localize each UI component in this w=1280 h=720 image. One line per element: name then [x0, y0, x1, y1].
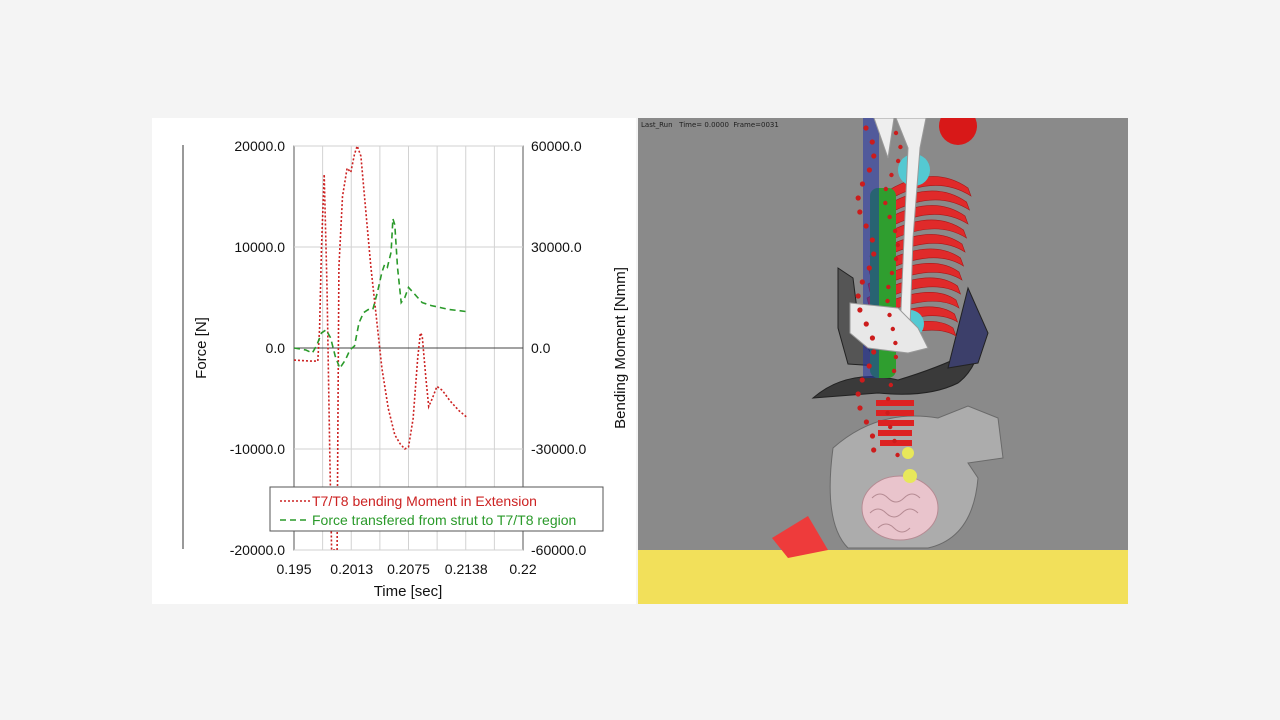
spine-marker-dot — [889, 270, 895, 276]
spine-marker-dot — [898, 144, 903, 150]
spine-marker-dot — [859, 181, 866, 187]
spine-marker-dot — [893, 354, 899, 360]
spine-marker-dot — [886, 284, 891, 290]
spine-marker-dot — [895, 158, 901, 164]
vertebra — [880, 440, 912, 446]
spine-marker-dot — [885, 298, 890, 304]
spine-marker-dot — [871, 153, 877, 159]
spine-marker-dot — [883, 200, 888, 206]
marker-sphere-top — [939, 118, 977, 145]
spine-marker-dot — [866, 363, 872, 369]
brain-model — [861, 475, 939, 541]
spine-marker-dot — [863, 321, 869, 327]
spine-markers — [855, 125, 903, 458]
spine-marker-dot — [889, 172, 894, 178]
spine-marker-dot — [863, 223, 869, 229]
spine-marker-dot — [859, 279, 865, 285]
spine-marker-dot — [888, 382, 894, 388]
series-line-0 — [294, 146, 467, 550]
x-tick-label: 0.22 — [509, 561, 536, 577]
spine-marker-dot — [859, 377, 865, 383]
left-tick-labels: 20000.0 10000.0 0.0 -10000.0 -20000.0 — [230, 138, 285, 558]
simulation-caption: Last_Run Time= 0.0000 Frame=0031 — [641, 121, 779, 129]
spine-marker-dot — [887, 312, 892, 318]
spine-marker-dot — [855, 195, 861, 201]
spine-marker-dot — [855, 391, 861, 397]
legend-label-force: Force transfered from strut to T7/T8 reg… — [312, 512, 576, 528]
pelvic-plate — [849, 302, 929, 354]
spine-marker-dot — [857, 209, 863, 215]
y-axis-title: Force [N] — [193, 317, 210, 379]
spine-marker-dot — [869, 139, 875, 145]
right-tick-labels: 60000.0 30000.0 0.0 -30000.0 -60000.0 — [531, 138, 586, 558]
spine-marker-dot — [866, 265, 872, 271]
series-layer — [294, 146, 467, 550]
x-axis-title: Time [sec] — [374, 583, 443, 600]
y-tick-label: -10000.0 — [230, 441, 285, 457]
vertebra — [878, 420, 914, 426]
impact-block — [772, 516, 828, 558]
chart-panel: 20000.0 10000.0 0.0 -10000.0 -20000.0 60000.… — [152, 118, 636, 604]
spine-marker-dot — [869, 433, 876, 439]
legend-label-moment: T7/T8 bending Moment in Extension — [312, 493, 537, 509]
series-line-1 — [294, 218, 467, 370]
y-right-tick-label: -60000.0 — [531, 542, 586, 558]
legend-box — [269, 486, 604, 532]
spine-marker-dot — [893, 340, 898, 346]
spine-marker-dot — [892, 438, 897, 444]
joint-sphere — [903, 469, 917, 483]
spine-marker-dot — [895, 452, 900, 458]
spine-marker-dot — [893, 130, 899, 136]
simulation-viewport: Last_Run Time= 0.0000 Frame=0031 — [638, 118, 1128, 604]
x-tick-label: 0.2013 — [330, 561, 373, 577]
brain-folds — [869, 493, 921, 533]
y-right-tick-label: 0.0 — [531, 340, 551, 356]
spine-marker-dot — [888, 424, 893, 430]
spine-marker-dot — [893, 256, 899, 262]
spine-marker-dot — [895, 242, 900, 248]
y-axis-right-title: Bending Moment [Nmm] — [612, 267, 629, 429]
y-tick-label: 10000.0 — [234, 239, 285, 255]
spine-marker-dot — [891, 368, 897, 374]
ground-plane — [638, 550, 1128, 604]
spine-marker-dot — [887, 214, 892, 220]
spine-marker-dot — [855, 293, 861, 299]
spine-marker-dot — [857, 307, 863, 313]
spine-marker-dot — [885, 410, 890, 416]
spine-marker-dot — [857, 405, 863, 411]
spine-marker-dot — [863, 125, 869, 131]
y-right-tick-label: 30000.0 — [531, 239, 582, 255]
rib-cage — [863, 176, 972, 349]
legend: T7/T8 bending Moment in Extension Force … — [269, 486, 604, 532]
y-right-tick-label: 60000.0 — [531, 138, 582, 154]
spine-marker-dot — [869, 237, 875, 243]
spine-marker-dot — [871, 349, 877, 355]
vertebra — [878, 430, 912, 436]
y-tick-label: -20000.0 — [230, 542, 285, 558]
x-tick-label: 0.2075 — [387, 561, 430, 577]
scapula-right — [947, 286, 989, 369]
y-right-tick-label: -30000.0 — [531, 441, 586, 457]
joint-sphere — [902, 447, 914, 459]
clavicle — [873, 118, 895, 159]
spine-marker-dot — [863, 419, 870, 425]
cervical-spine — [876, 400, 917, 483]
x-tick-label: 0.195 — [276, 561, 311, 577]
x-tick-label: 0.2138 — [445, 561, 488, 577]
spine-marker-dot — [871, 447, 877, 453]
spine-marker-dot — [892, 228, 898, 234]
spine-marker-dot — [885, 396, 891, 402]
spine-marker-dot — [869, 335, 876, 341]
spine-marker-dot — [866, 167, 873, 173]
spine-marker-dot — [871, 251, 877, 257]
y-tick-label: 0.0 — [266, 340, 286, 356]
spine-marker-dot — [890, 326, 896, 332]
y-tick-label: 20000.0 — [234, 138, 285, 154]
vertebra — [876, 400, 914, 406]
spine-marker-dot — [883, 186, 889, 192]
x-tick-labels: 0.195 0.2013 0.2075 0.2138 0.22 — [276, 561, 536, 577]
vertebra — [876, 410, 914, 416]
spine-model-render — [638, 118, 1128, 604]
force-moment-chart: 20000.0 10000.0 0.0 -10000.0 -20000.0 60000.… — [182, 138, 629, 600]
